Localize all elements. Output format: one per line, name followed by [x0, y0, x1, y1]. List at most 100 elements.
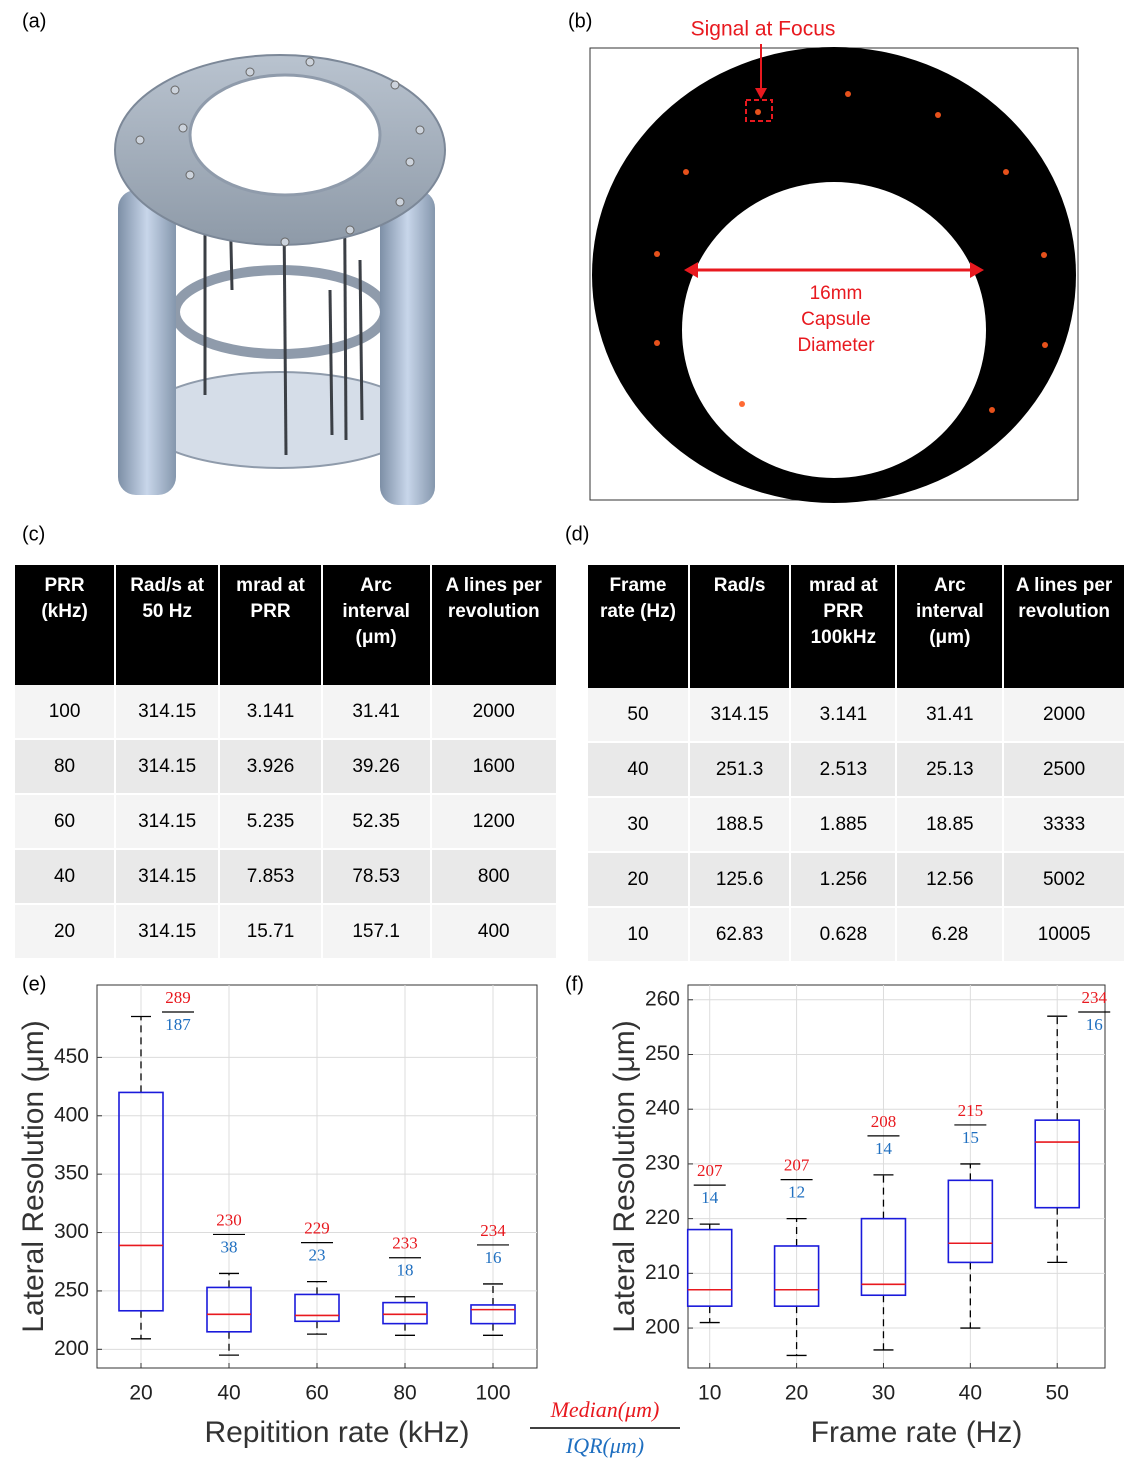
iqr-annotation: 14 — [875, 1139, 893, 1158]
x-axis-label: Repitition rate (kHz) — [204, 1416, 469, 1449]
panel-label: (b) — [568, 10, 592, 32]
table-cell: 0.628 — [791, 908, 897, 963]
table-cell: 10 — [588, 908, 690, 963]
table-cell: 314.15 — [690, 688, 791, 743]
figure-page: (a) (b) (c) (d) (e) (f) — [0, 0, 1126, 1459]
table-cell: 80 — [15, 740, 116, 795]
table-cell: 78.53 — [323, 850, 432, 905]
median-annotation: 234 — [1081, 988, 1107, 1007]
median-annotation: 229 — [304, 1218, 330, 1237]
annotation: Diameter — [797, 335, 875, 356]
y-tick-label: 230 — [645, 1151, 680, 1174]
table-cell: 39.26 — [323, 740, 432, 795]
panel-label: (c) — [22, 523, 45, 545]
table-cell: 125.6 — [690, 853, 791, 908]
table-cell: 2500 — [1004, 743, 1126, 798]
x-tick-label: 50 — [1046, 1382, 1069, 1405]
median-annotation: 207 — [784, 1156, 810, 1175]
table-cell: 314.15 — [116, 685, 220, 740]
table-cell: 800 — [432, 850, 559, 905]
iqr-annotation: 18 — [397, 1261, 414, 1280]
annotation: 16mm — [810, 283, 863, 304]
x-tick-label: 40 — [217, 1382, 240, 1405]
table-header: Rad/s — [690, 565, 791, 688]
y-tick-label: 250 — [54, 1278, 89, 1301]
table-cell: 7.853 — [220, 850, 323, 905]
table-cell: 157.1 — [323, 905, 432, 960]
table-header: Arc interval (μm) — [323, 565, 432, 685]
table-cell: 314.15 — [116, 905, 220, 960]
iqr-annotation: 16 — [485, 1248, 502, 1267]
table-cell: 52.35 — [323, 795, 432, 850]
x-tick-label: 100 — [475, 1382, 510, 1405]
ring-image: Signal at Focus 16mm Capsule Diameter — [590, 18, 1078, 503]
table-header: Frame rate (Hz) — [588, 565, 690, 688]
iqr-annotation: 12 — [788, 1183, 805, 1202]
table-cell: 188.5 — [690, 798, 791, 853]
table-cell: 50 — [588, 688, 690, 743]
table-cell: 3333 — [1004, 798, 1126, 853]
table-cell: 20 — [15, 905, 116, 960]
table-cell: 3.926 — [220, 740, 323, 795]
median-annotation: 208 — [871, 1112, 897, 1131]
table-cell: 3.141 — [791, 688, 897, 743]
table-cell: 1.256 — [791, 853, 897, 908]
table-cell: 15.71 — [220, 905, 323, 960]
table-cell: 31.41 — [897, 688, 1004, 743]
x-tick-label: 20 — [129, 1382, 152, 1405]
capsule-render — [115, 55, 445, 505]
x-tick-label: 80 — [393, 1382, 416, 1405]
legend-iqr: IQR(μm) — [565, 1433, 644, 1458]
y-tick-label: 260 — [645, 987, 680, 1010]
iqr-annotation: 187 — [165, 1015, 191, 1034]
table-cell: 1600 — [432, 740, 559, 795]
y-tick-label: 220 — [645, 1206, 680, 1229]
table-header: mrad at PRR 100kHz — [791, 565, 897, 688]
x-tick-label: 60 — [305, 1382, 328, 1405]
table-cell: 1200 — [432, 795, 559, 850]
table-cell: 6.28 — [897, 908, 1004, 963]
table-cell: 60 — [15, 795, 116, 850]
iqr-annotation: 16 — [1086, 1015, 1103, 1034]
y-tick-label: 350 — [54, 1162, 89, 1185]
table-cell: 2000 — [1004, 688, 1126, 743]
panel-label: (e) — [22, 973, 46, 995]
table-cell: 100 — [15, 685, 116, 740]
table-cell: 10005 — [1004, 908, 1126, 963]
table-cell: 40 — [15, 850, 116, 905]
table-cell: 20 — [588, 853, 690, 908]
panel-label: (f) — [565, 973, 584, 995]
table-cell: 18.85 — [897, 798, 1004, 853]
x-tick-label: 30 — [872, 1382, 895, 1405]
iqr-annotation: 14 — [701, 1188, 719, 1207]
table-header: A lines per revolution — [1004, 565, 1126, 688]
table-header: Arc interval (μm) — [897, 565, 1004, 688]
median-annotation: 230 — [216, 1210, 242, 1229]
table-cell: 400 — [432, 905, 559, 960]
table-d: Frame rate (Hz)Rad/smrad at PRR 100kHzAr… — [588, 565, 1126, 963]
table-header: mrad at PRR — [220, 565, 323, 685]
table-cell: 31.41 — [323, 685, 432, 740]
y-tick-label: 240 — [645, 1097, 680, 1120]
table-cell: 2000 — [432, 685, 559, 740]
top-hole — [190, 75, 380, 195]
iqr-annotation: 23 — [309, 1245, 326, 1264]
y-tick-label: 210 — [645, 1261, 680, 1284]
x-tick-label: 10 — [698, 1382, 721, 1405]
table-cell: 314.15 — [116, 740, 220, 795]
pillar — [380, 190, 435, 505]
legend-median: Median(μm) — [550, 1397, 660, 1422]
table-cell: 2.513 — [791, 743, 897, 798]
annotation: Capsule — [801, 309, 871, 330]
panel-label: (a) — [22, 10, 46, 32]
table-cell: 251.3 — [690, 743, 791, 798]
bottom-ring — [140, 372, 420, 468]
pillar — [118, 190, 176, 495]
annotation: Signal at Focus — [691, 18, 836, 41]
y-axis-label: Lateral Resolution (μm) — [17, 1020, 50, 1332]
table-cell: 12.56 — [897, 853, 1004, 908]
y-tick-label: 200 — [54, 1337, 89, 1360]
